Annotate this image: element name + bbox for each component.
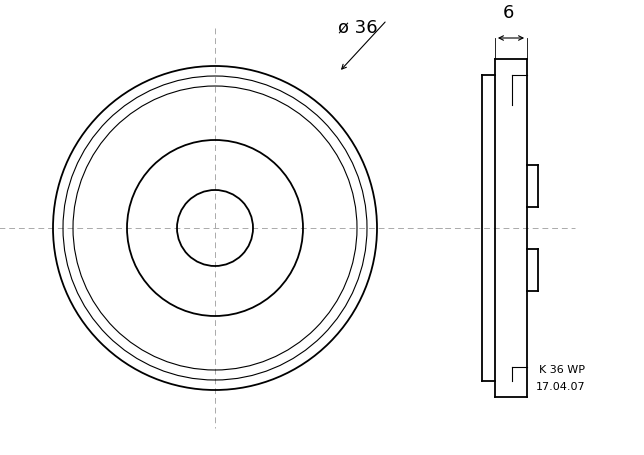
Text: K 36 WP: K 36 WP [539,365,585,375]
Text: 6: 6 [503,4,514,22]
Text: ø 36: ø 36 [338,18,377,36]
Text: 17.04.07: 17.04.07 [535,382,585,392]
